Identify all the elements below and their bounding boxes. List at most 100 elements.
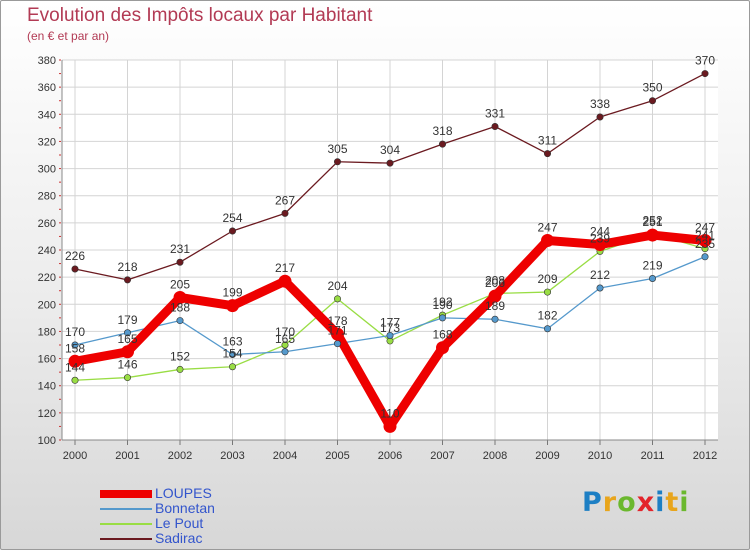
data-label-sadirac: 267 [275,193,295,207]
legend-label: Le Pout [155,515,204,531]
x-tick-label: 2008 [483,450,507,462]
y-tick-label: 320 [38,136,56,148]
data-label-sadirac: 370 [695,54,715,68]
data-label-le-pout: 241 [695,229,715,243]
data-point-loupes [488,289,502,303]
data-point-loupes [226,299,239,313]
data-point-sadirac [333,158,341,166]
x-tick-label: 2004 [273,450,297,462]
data-label-bonnetan: 190 [432,298,452,312]
data-point-le-pout [333,295,341,303]
legend-label: Sadirac [155,530,203,546]
data-label-loupes: 247 [537,221,557,235]
data-label-le-pout: 239 [590,231,610,245]
x-tick-label: 2005 [325,450,349,462]
y-tick-label: 100 [38,435,56,447]
data-label-le-pout: 192 [432,295,452,309]
data-point-bonnetan [333,340,341,348]
data-label-loupes: 251 [642,215,662,229]
chart-subtitle: (en € et par an) [27,29,110,43]
data-point-bonnetan [71,341,79,349]
data-point-sadirac [229,227,237,235]
x-tick-label: 2012 [693,450,717,462]
data-point-le-pout [176,365,184,373]
logo-letter: x [636,487,656,518]
x-tick-label: 2003 [220,450,244,462]
x-tick-label: 2006 [378,450,402,462]
data-label-loupes: 110 [380,406,399,420]
y-tick-label: 300 [38,164,56,176]
data-label-loupes: 244 [590,225,610,239]
data-label-loupes: 205 [170,278,190,292]
y-tick-label: 120 [38,408,56,420]
data-point-loupes [436,341,449,355]
x-tick-label: 2011 [641,450,665,462]
data-point-loupes [593,238,607,252]
data-label-sadirac: 350 [642,81,662,95]
data-label-bonnetan: 170 [65,325,85,339]
logo-letter: P [582,487,603,518]
legend-label: LOUPES [155,485,212,501]
data-label-bonnetan: 177 [380,316,400,330]
y-tick-label: 200 [38,299,56,311]
data-label-sadirac: 304 [380,143,400,157]
y-tick-label: 360 [38,82,56,94]
data-point-bonnetan [491,315,499,323]
data-point-bonnetan [281,348,289,356]
data-point-bonnetan [648,274,656,282]
y-tick-label: 220 [38,272,56,284]
y-tick-label: 380 [38,55,56,67]
data-point-sadirac [438,140,446,148]
data-point-loupes [698,234,712,247]
data-label-bonnetan: 171 [327,324,347,338]
y-tick-label: 280 [38,191,56,203]
logo-letter: r [602,487,618,518]
x-tick-label: 2000 [63,450,87,462]
data-label-sadirac: 218 [117,260,137,274]
data-point-loupes [646,228,659,242]
data-label-loupes: 217 [275,261,295,275]
data-label-le-pout: 152 [170,349,190,363]
data-point-bonnetan [176,317,184,325]
data-point-le-pout [543,288,551,296]
data-point-sadirac [491,123,499,131]
legend-label: Bonnetan [155,500,215,516]
data-point-le-pout [229,363,237,371]
data-label-le-pout: 208 [485,273,505,287]
legend-swatch [100,508,152,510]
y-tick-label: 180 [38,326,56,338]
data-label-bonnetan: 188 [170,301,190,315]
x-tick-label: 2007 [430,450,454,462]
chart-title: Evolution des Impôts locaux par Habitant [27,5,373,26]
data-label-bonnetan: 212 [590,268,610,282]
data-point-loupes [383,419,397,433]
data-point-sadirac [701,70,709,78]
data-point-loupes [278,274,292,288]
data-label-bonnetan: 163 [222,335,242,349]
data-label-bonnetan: 189 [485,299,505,313]
data-point-sadirac [543,150,551,158]
y-tick-label: 340 [38,109,56,121]
data-label-sadirac: 338 [590,97,610,111]
legend-swatch [100,523,152,525]
logo-letter: i [655,487,666,518]
data-point-sadirac [176,258,184,266]
data-point-loupes [121,345,134,359]
data-label-bonnetan: 165 [275,332,295,346]
x-tick-label: 2009 [535,450,559,462]
x-tick-label: 2002 [168,450,192,462]
data-point-sadirac [648,97,656,105]
data-label-loupes: 165 [117,332,137,346]
x-tick-label: 2010 [588,450,612,462]
data-label-le-pout: 209 [537,272,557,286]
data-point-bonnetan [596,284,604,292]
data-point-sadirac [281,209,289,217]
legend-swatch [100,490,152,498]
data-point-sadirac [386,159,394,167]
logo-letter: i [679,487,690,518]
legend-swatch [100,538,152,540]
proxiti-logo: Proxiti [582,487,690,518]
data-point-sadirac [596,113,604,121]
data-point-bonnetan [701,253,709,261]
